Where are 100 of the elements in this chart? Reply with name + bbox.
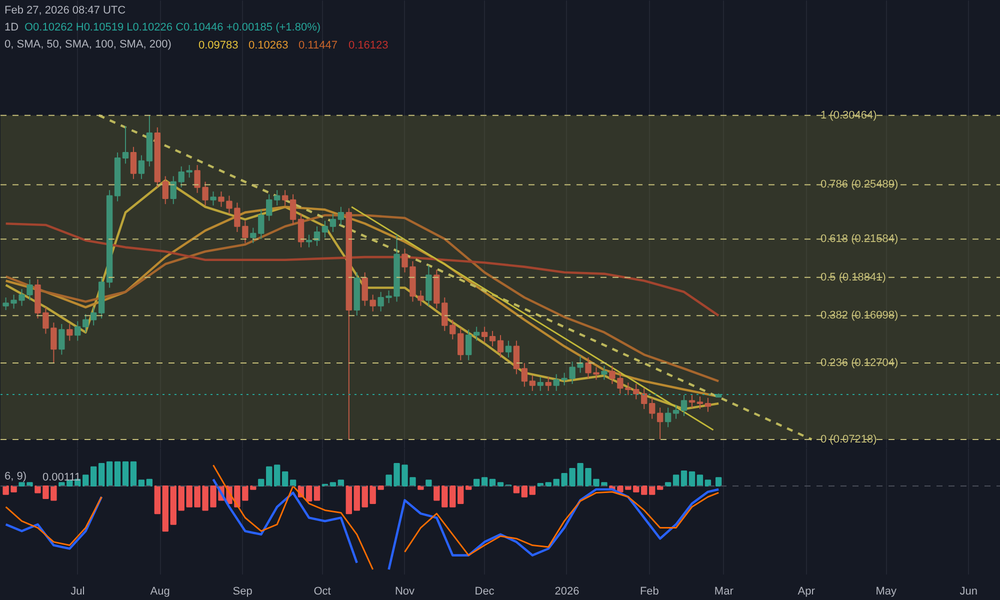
annotation: 0, SMA, 50, SMA, 100, SMA, 200) (4, 38, 172, 50)
annotation: 6, 9) (4, 470, 27, 482)
x-tick-label: Jun (960, 586, 978, 598)
candlestick (202, 181, 208, 206)
candlestick (74, 320, 81, 342)
candlestick (122, 125, 129, 164)
text: 0.09783 (198, 40, 238, 52)
bar (354, 486, 360, 511)
candlestick (625, 382, 632, 396)
bar (521, 486, 528, 498)
candlestick (258, 209, 264, 240)
candlestick (641, 388, 648, 410)
candlestick (130, 146, 137, 180)
bar (473, 478, 480, 487)
candlestick (513, 340, 520, 375)
bar (680, 470, 688, 487)
candlestick (680, 394, 688, 417)
ref-line-label: 1 (0.30464) (820, 109, 877, 122)
candlestick (314, 226, 320, 246)
x-tick-label: 2026 (554, 586, 580, 598)
bar (90, 466, 97, 487)
candlestick (82, 314, 89, 333)
bar (450, 486, 456, 508)
bar (266, 466, 272, 487)
text: 0.11447 (298, 40, 338, 52)
candlestick (672, 404, 680, 420)
bar (649, 486, 656, 495)
candlestick (362, 272, 368, 306)
candlestick (290, 194, 296, 226)
bar (290, 480, 296, 487)
ref-line-label: 0.786 (0.25489) (820, 178, 898, 191)
candlestick (450, 319, 456, 340)
bar (704, 480, 712, 487)
candlestick (458, 328, 464, 361)
candlestick (378, 291, 384, 312)
candlestick (505, 340, 512, 358)
candlestick (330, 213, 336, 232)
bar (314, 486, 320, 501)
bar (458, 486, 464, 504)
candlestick (66, 323, 73, 342)
candlestick (138, 154, 145, 180)
candlestick (2, 296, 9, 311)
candlestick (497, 334, 504, 358)
candlestick (298, 213, 304, 248)
candlestick (633, 383, 640, 400)
x-tick-label: Sep (232, 586, 252, 598)
bar (138, 480, 145, 487)
bar (114, 461, 121, 487)
x-tick-label: Apr (798, 586, 816, 598)
candlestick (545, 376, 552, 392)
candlestick (266, 194, 272, 222)
candlestick (489, 330, 496, 347)
bar (330, 482, 336, 487)
x-tick-label: Jul (70, 586, 85, 598)
candlestick (688, 394, 696, 408)
bar (696, 474, 704, 487)
bar (162, 486, 168, 532)
x-tick-label: Aug (150, 586, 170, 598)
annotation: 0.00111 (42, 472, 81, 484)
bar (338, 480, 344, 487)
candlestick (649, 397, 656, 420)
text: 0.10263 (248, 40, 288, 52)
candlestick (210, 191, 216, 206)
bar (489, 478, 496, 487)
x-tick-label: May (876, 586, 898, 598)
annotation: Feb 27, 2026 08:47 UTC (4, 4, 126, 16)
ref-line-label: 0.382 (0.16098) (820, 310, 898, 322)
candlestick (465, 329, 472, 361)
bar (664, 482, 672, 487)
bar (170, 486, 176, 525)
x-tick-label: Dec (474, 586, 495, 598)
candlestick (370, 294, 376, 312)
candlestick (274, 190, 280, 206)
bar (282, 471, 288, 487)
candlestick (537, 376, 544, 392)
candlestick (656, 407, 664, 440)
bar (306, 486, 312, 502)
bar (130, 461, 137, 487)
x-tick-label: Oct (314, 586, 331, 598)
bar (122, 461, 129, 487)
bar (715, 477, 722, 487)
bar (98, 462, 105, 487)
candlestick (178, 166, 184, 188)
text: O0.10262 H0.10519 L0.10226 C0.10446 +0.00185 (+1.80%) (24, 22, 321, 34)
bar (426, 480, 432, 487)
candlestick (664, 407, 672, 428)
x-tick-label: Nov (394, 586, 416, 598)
x-tick-label: Mar (714, 586, 734, 598)
ref-line-label: 0.618 (0.21584) (820, 233, 898, 246)
bar (418, 486, 424, 490)
bar (497, 482, 504, 487)
text: 0.16123 (348, 40, 388, 52)
ref-line-label: 0.5 (0.18841) (820, 271, 886, 284)
candlestick (473, 326, 480, 342)
candlestick (696, 396, 704, 410)
candlestick (50, 322, 57, 364)
candlestick (418, 290, 424, 306)
candlestick (521, 362, 528, 388)
text: 1D (4, 22, 19, 34)
candlestick (282, 190, 288, 206)
